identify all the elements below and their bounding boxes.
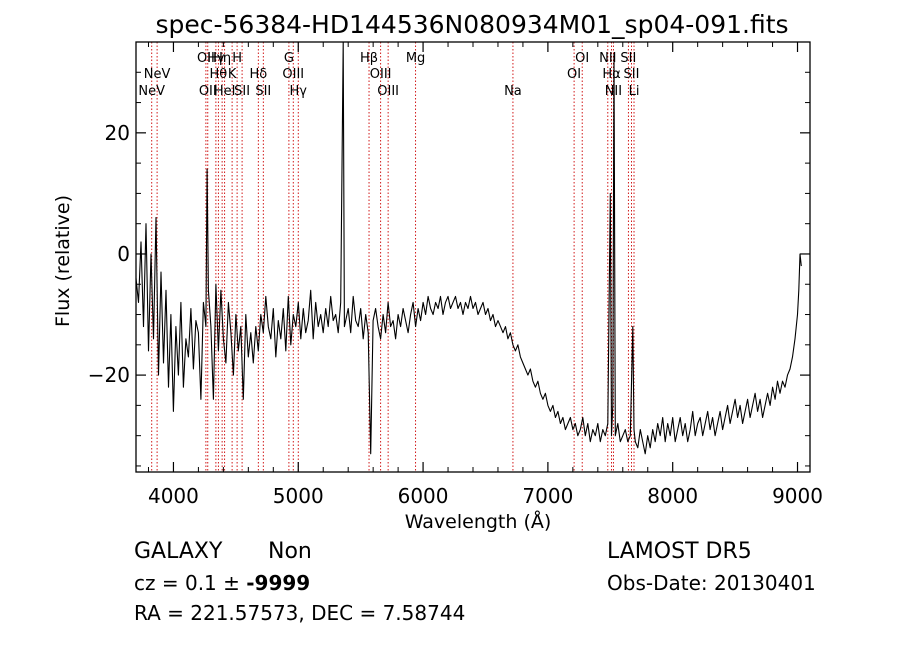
- object-subclass: Non: [268, 539, 312, 564]
- line-label: OIII: [377, 84, 399, 99]
- line-label: Hα: [602, 67, 620, 82]
- survey-name: LAMOST DR5: [607, 539, 752, 564]
- line-label: H: [232, 51, 242, 66]
- line-label: NeV: [138, 84, 165, 99]
- line-label: NeV: [144, 67, 171, 82]
- line-label: Hδ: [249, 67, 267, 82]
- x-tick-label: 4000: [148, 484, 199, 508]
- object-class: GALAXY: [134, 539, 223, 564]
- redshift-text: cz = 0.1 ±: [134, 571, 246, 595]
- line-label: HeI: [214, 84, 236, 99]
- line-label: OII: [199, 84, 217, 99]
- y-tick-label: 0: [117, 242, 130, 266]
- line-label: SII: [624, 67, 640, 82]
- line-label: Mg: [406, 51, 425, 66]
- x-tick-label: 7000: [522, 484, 573, 508]
- line-label: Hβ: [360, 51, 378, 66]
- line-label: G: [284, 51, 294, 66]
- line-label: Hγ: [207, 51, 225, 66]
- y-tick-label: 20: [105, 121, 130, 145]
- x-axis-label: Wavelength (Å): [405, 510, 552, 533]
- redshift-error: -9999: [246, 571, 310, 595]
- line-label: Na: [504, 84, 522, 99]
- line-label: SII: [234, 84, 250, 99]
- line-label: Hη: [213, 51, 231, 66]
- spectrum-line: [135, 41, 802, 455]
- sky-coordinates: RA = 221.57573, DEC = 7.58744: [134, 601, 465, 625]
- line-label: Hγ: [290, 84, 308, 99]
- x-tick-label: 8000: [647, 484, 698, 508]
- line-label: Li: [629, 84, 640, 99]
- line-label: SII: [620, 51, 636, 66]
- line-label: Hθ: [210, 67, 228, 82]
- y-axis-ticks: −20 0 20: [88, 41, 810, 467]
- y-axis-label: Flux (relative): [52, 195, 74, 327]
- x-tick-label: 6000: [398, 484, 449, 508]
- chart-title: spec-56384-HD144536N080934M01_sp04-091.f…: [155, 10, 788, 39]
- line-label: OI: [567, 67, 581, 82]
- redshift-value: cz = 0.1 ± -9999: [134, 571, 310, 595]
- line-label: OI: [575, 51, 589, 66]
- y-tick-label: −20: [88, 363, 130, 387]
- line-label: SII: [255, 84, 271, 99]
- x-axis-ticks: 4000 5000 6000 7000 8000 9000: [147, 42, 823, 508]
- line-label: NII: [599, 51, 616, 66]
- emission-line-markers: [151, 42, 635, 472]
- x-tick-label: 9000: [772, 484, 823, 508]
- observation-date: Obs-Date: 20130401: [607, 571, 816, 595]
- line-label: OII: [197, 51, 215, 66]
- emission-line-labels: NeVNeVOIIOIIHγHθHηHeIKHSIIHδSIIGOIIIHγHβ…: [138, 51, 639, 99]
- x-tick-label: 5000: [273, 484, 324, 508]
- line-label: OIII: [282, 67, 304, 82]
- line-label: K: [228, 67, 237, 82]
- line-label: OIII: [370, 67, 392, 82]
